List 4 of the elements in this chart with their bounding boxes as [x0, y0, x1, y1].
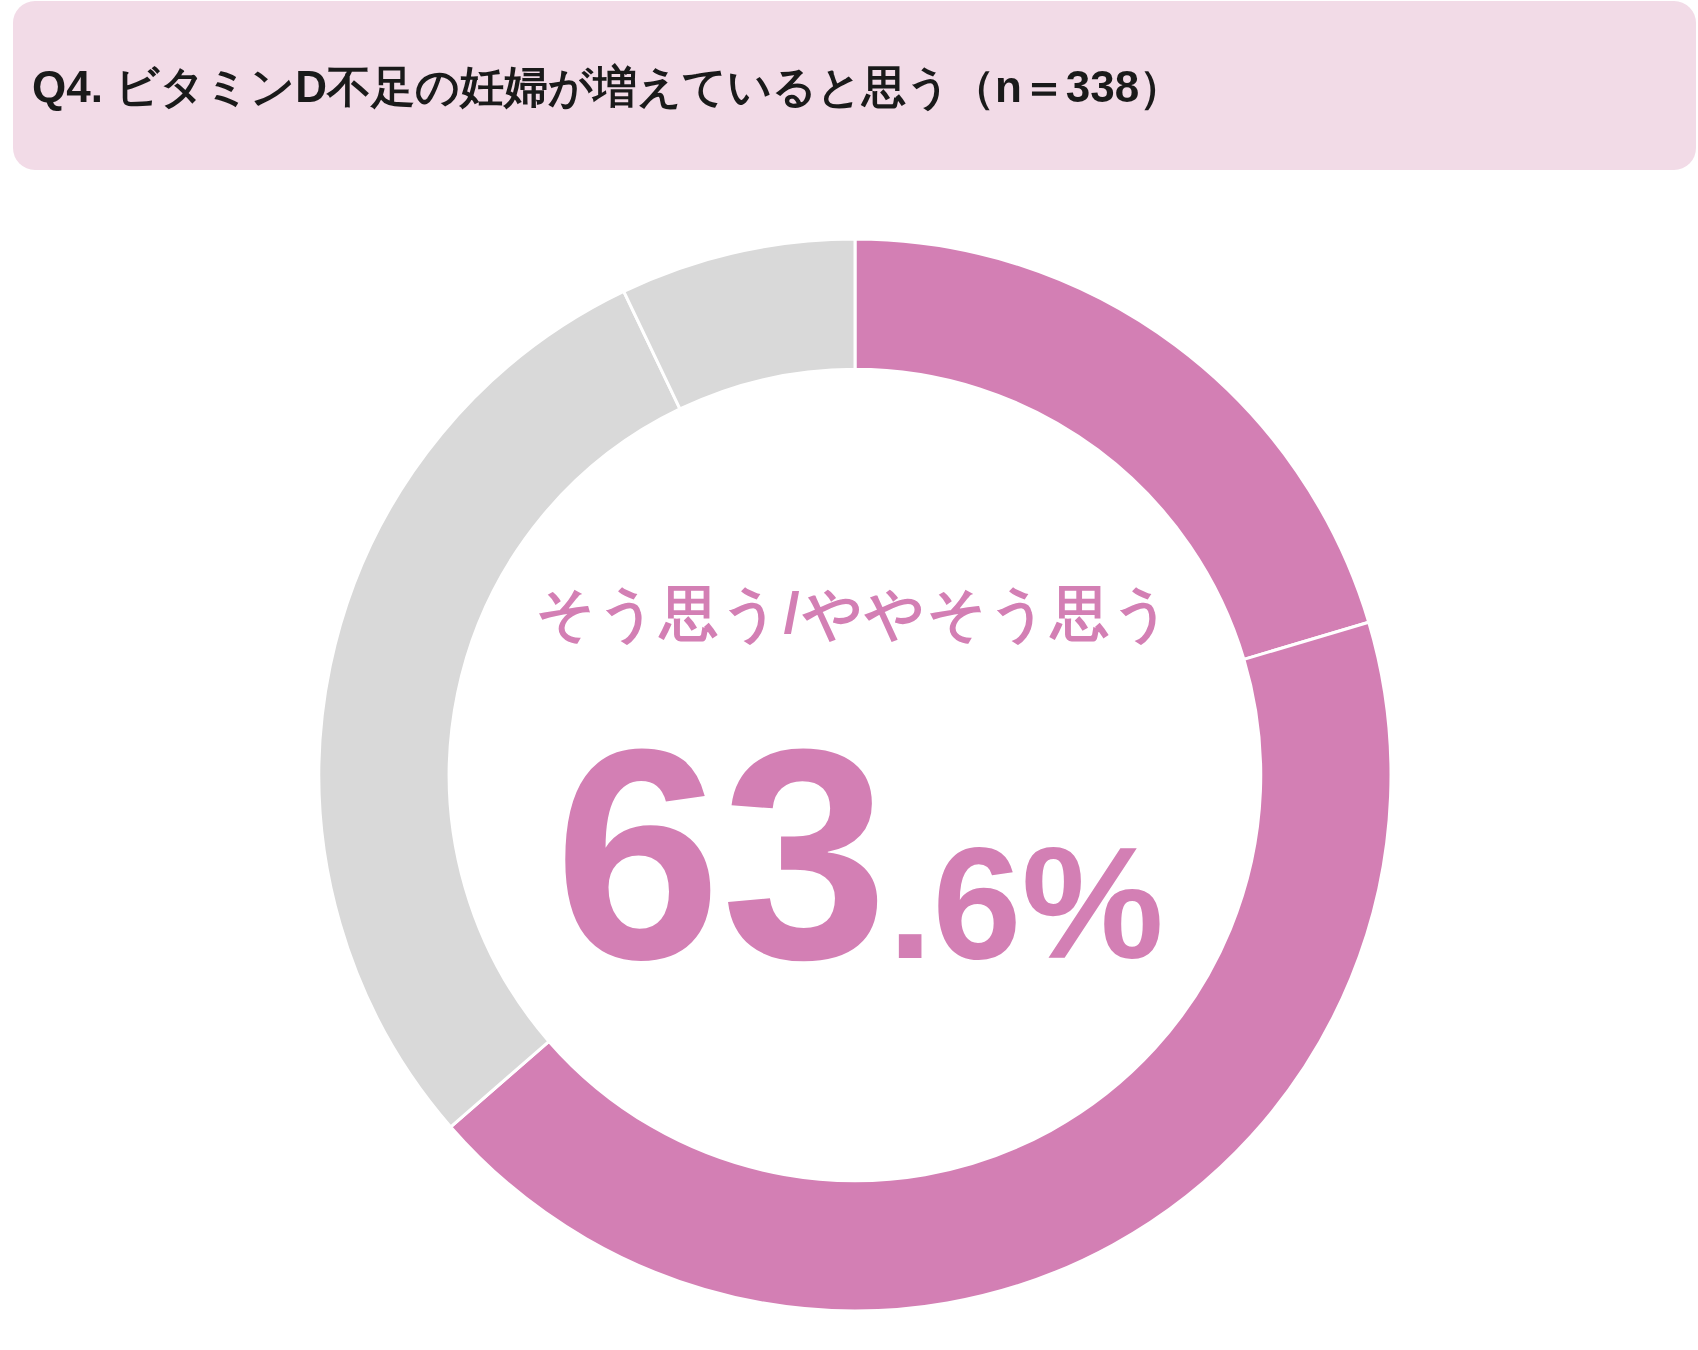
- text: 63.6%: [554, 686, 1164, 1022]
- title: Q4. ビタミンD不足の妊婦が増えていると思う（n＝338）: [13, 1, 1696, 170]
- chart-title: Q4. ビタミンD不足の妊婦が増えていると思う（n＝338）: [32, 62, 1184, 112]
- text: そう思う/ややそう思う: [536, 580, 1174, 646]
